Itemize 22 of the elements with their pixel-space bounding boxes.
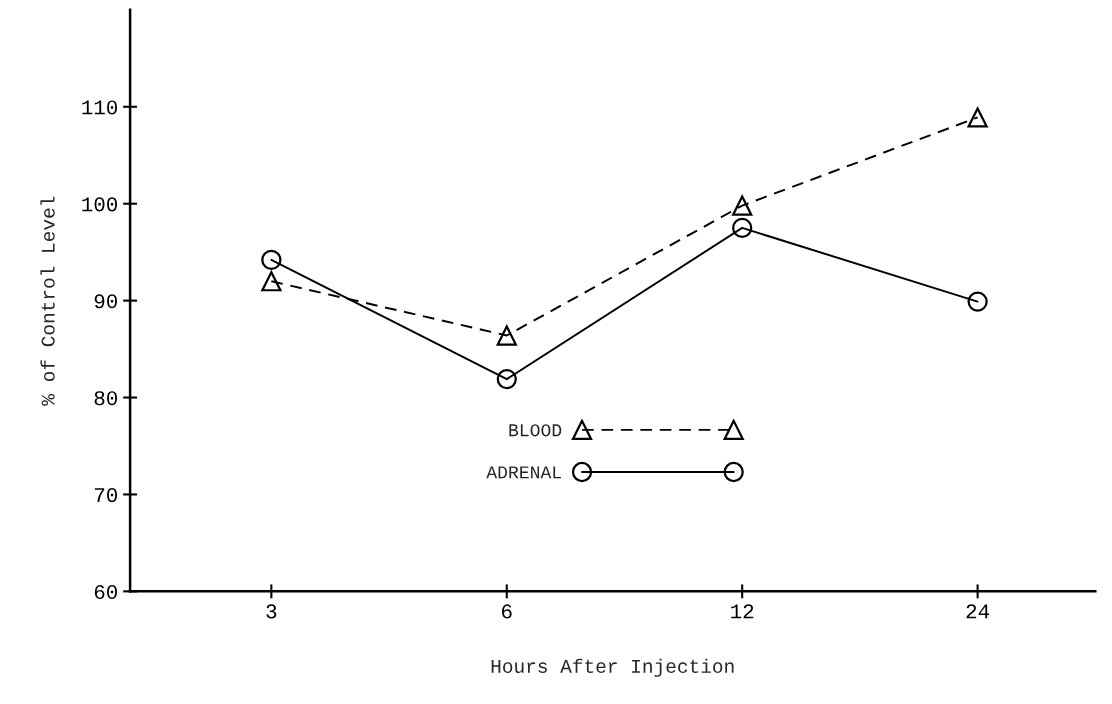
x-tick-label: 3: [266, 604, 277, 619]
legend-label: ADRENAL: [486, 466, 562, 479]
point: [967, 107, 988, 128]
legend-label: BLOOD: [509, 424, 562, 437]
y-tick-label: 110: [82, 100, 118, 115]
x-tick-label: 6: [502, 604, 512, 619]
y-axis-title: % of Control Level: [40, 196, 55, 406]
point: [732, 195, 753, 216]
y-tick-label: 80: [94, 391, 118, 406]
x-axis-title: Hours After Injection: [491, 658, 734, 677]
y-tick-label: 100: [82, 197, 118, 212]
point: [261, 271, 282, 292]
y-tick-label: 90: [94, 294, 118, 309]
point: [967, 291, 988, 312]
y-tick-label: 70: [94, 488, 118, 503]
y-tick-label: 60: [94, 584, 118, 600]
x-tick-label: 24: [966, 604, 990, 619]
x-tick-label: 12: [731, 604, 754, 619]
point: [261, 249, 282, 271]
point: [496, 368, 517, 390]
point: [732, 217, 753, 239]
point: [496, 325, 517, 346]
